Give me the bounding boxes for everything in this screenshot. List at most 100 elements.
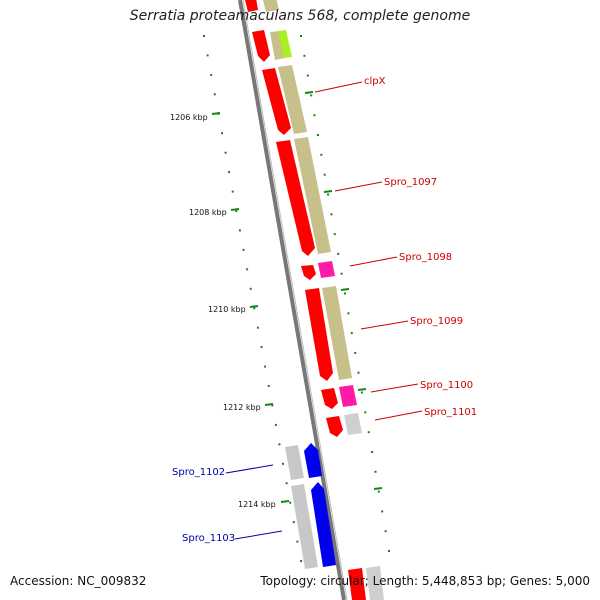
scale-dot (242, 248, 245, 251)
scale-dot (264, 365, 267, 368)
gene-box-grey[interactable] (344, 413, 362, 435)
gene-label-spro1099[interactable]: Spro_1099 (410, 316, 463, 327)
kbp-tick (264, 403, 274, 406)
scale-dot (249, 287, 252, 290)
genome-summary-text: Topology: circular; Length: 5,448,853 bp… (260, 574, 590, 588)
label-leaders (225, 81, 423, 540)
leader-spro1101 (374, 410, 423, 421)
kbp-tick (230, 208, 240, 211)
scale-dot (337, 252, 340, 255)
scale-dot (350, 332, 353, 335)
gene-box-olive[interactable] (263, 0, 279, 12)
scale-dot (289, 501, 292, 504)
scale-dot (360, 391, 363, 394)
gene-arrow[interactable] (252, 30, 270, 62)
scale-dot (238, 229, 241, 232)
scale-dot (371, 451, 374, 453)
scale-dot (206, 54, 209, 57)
leader-spro1103 (234, 530, 283, 540)
scale-dot (267, 385, 270, 387)
kbp-tick (249, 305, 259, 308)
gene-arrow[interactable] (262, 68, 291, 135)
right-ticks (304, 91, 383, 490)
scale-dot (271, 404, 274, 407)
scale-dot (374, 470, 377, 473)
gene-label-spro1102[interactable]: Spro_1102 (172, 467, 225, 478)
kbp-label: 1210 kbp (208, 305, 246, 314)
scale-dot (347, 312, 350, 315)
gene-arrow[interactable] (348, 568, 366, 600)
scale-dot (367, 431, 370, 434)
gene-arrow-clpX[interactable] (276, 140, 315, 256)
scale-dot (313, 114, 316, 117)
gene-box-magenta[interactable] (318, 261, 335, 278)
kbp-scale: 1206 kbp 1208 kbp 1210 kbp 1212 kbp 1214… (170, 112, 290, 509)
scale-dot (357, 371, 360, 374)
gene-box-grey[interactable] (291, 484, 318, 569)
scale-dot (384, 530, 387, 533)
scale-dot (364, 411, 367, 414)
gene-track-right (263, 0, 384, 600)
accession-text: Accession: NC_009832 (10, 574, 147, 588)
gene-track-left (245, 0, 366, 600)
scale-dot (333, 233, 336, 236)
kbp-label: 1212 kbp (223, 403, 261, 412)
scale-dot (282, 462, 284, 465)
scale-dot (285, 482, 288, 485)
gene-arrow-spro1101[interactable] (326, 416, 343, 437)
right-tick (357, 388, 367, 391)
gene-arrow-spro1099[interactable] (305, 288, 333, 381)
scale-dot (224, 151, 227, 154)
scale-dot (388, 550, 390, 552)
kbp-label: 1208 kbp (189, 208, 227, 217)
kbp-label: 1214 kbp (238, 500, 276, 509)
gene-label-spro1101[interactable]: Spro_1101 (424, 407, 477, 418)
leader-spro1099 (360, 320, 409, 330)
kbp-tick (211, 112, 221, 115)
gene-label-spro1100[interactable]: Spro_1100 (420, 380, 473, 391)
scale-dot (260, 346, 263, 349)
scale-dot (253, 307, 256, 310)
gene-label-clpX[interactable]: clpX (364, 76, 386, 87)
scale-dot (323, 173, 326, 176)
scale-dot (274, 423, 277, 426)
right-tick (373, 487, 383, 490)
left-scale-track (203, 35, 302, 562)
scale-dot (340, 272, 343, 275)
leader-spro1098 (349, 256, 398, 267)
gene-arrow-spro1100[interactable] (321, 388, 338, 409)
scale-dot (354, 351, 357, 354)
right-tick (304, 91, 314, 94)
scale-dot (296, 540, 299, 543)
kbp-label: 1206 kbp (170, 113, 208, 122)
scale-dot (235, 210, 238, 212)
genome-backbone (238, 0, 346, 600)
gene-arrow[interactable] (245, 0, 258, 12)
gene-label-spro1103[interactable]: Spro_1103 (182, 533, 235, 544)
scale-dot (310, 94, 313, 97)
right-tick (340, 288, 350, 291)
gene-box-magenta[interactable] (339, 385, 357, 407)
gene-box-grey[interactable] (285, 445, 304, 480)
scale-dot (278, 443, 281, 446)
leader-spro1102 (225, 464, 274, 474)
gene-box-lime[interactable] (278, 30, 292, 58)
scale-dot (300, 560, 302, 562)
scale-dot (246, 268, 249, 271)
gene-label-spro1098[interactable]: Spro_1098 (399, 252, 452, 263)
gene-box-grey[interactable] (366, 566, 384, 600)
map-title: Serratia proteamaculans 568, complete ge… (129, 8, 471, 24)
gene-arrow-spro1103[interactable] (311, 482, 336, 567)
gene-arrow-spro1102[interactable] (304, 443, 322, 478)
scale-dot (300, 35, 302, 37)
gene-box-olive[interactable] (294, 137, 331, 254)
kbp-tick (280, 500, 290, 503)
gene-label-spro1097[interactable]: Spro_1097 (384, 177, 437, 188)
gene-arrow-spro1098[interactable] (301, 265, 316, 280)
gene-box-olive[interactable] (322, 286, 352, 380)
right-scale-track (300, 35, 390, 552)
scale-dot (213, 93, 216, 96)
scale-dot (316, 134, 319, 136)
gene-box-olive[interactable] (278, 65, 307, 134)
